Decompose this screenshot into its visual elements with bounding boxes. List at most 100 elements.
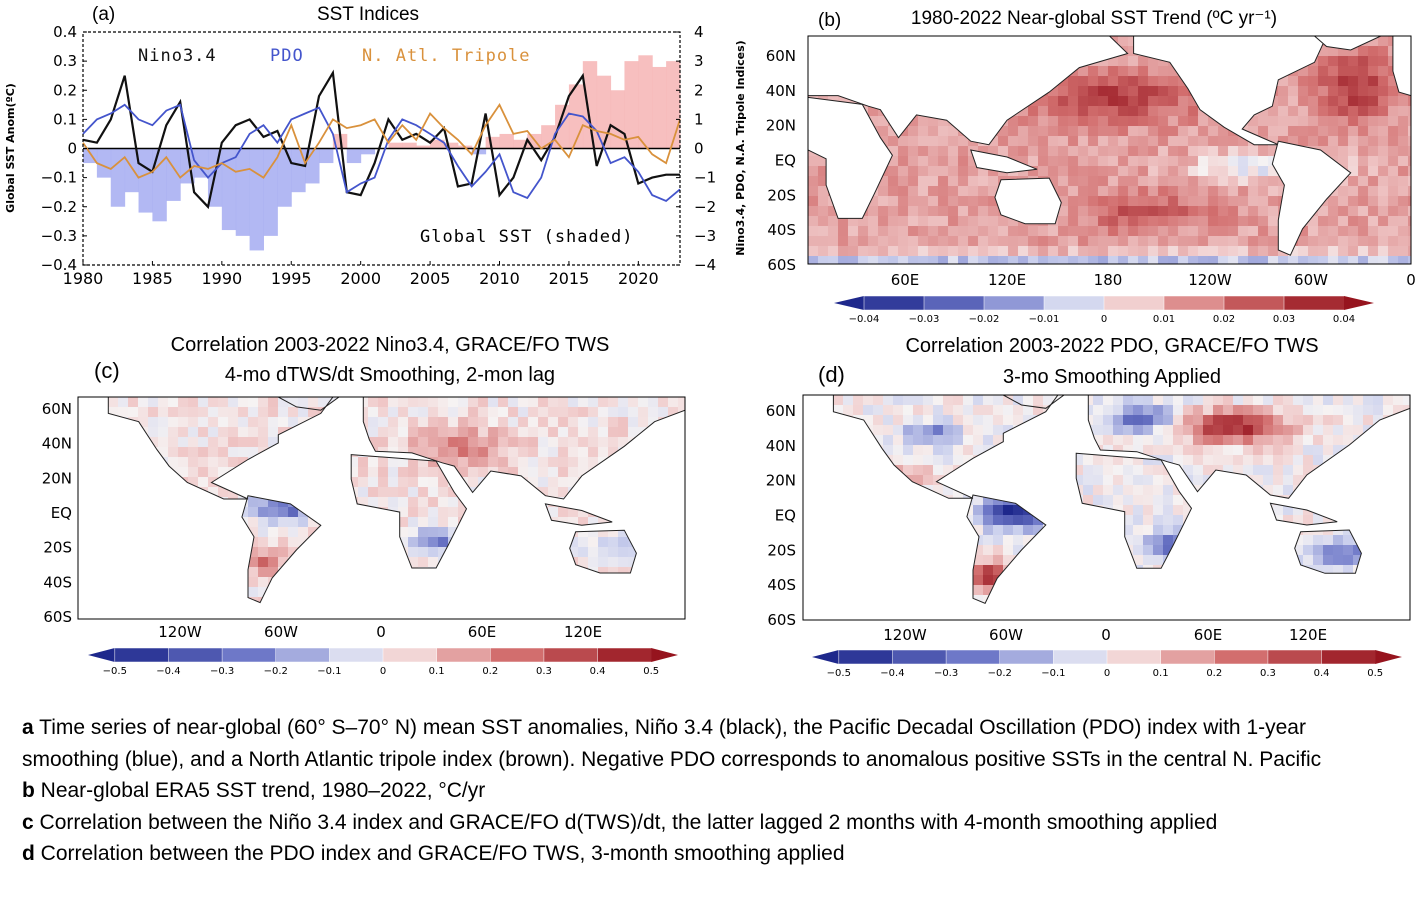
lat-tick: 60N xyxy=(42,400,72,418)
colorbar-d-swatch xyxy=(1106,649,1162,665)
y-tick-left: 0 xyxy=(67,140,77,158)
global-sst-bar xyxy=(110,148,126,207)
colorbar-c-swatch xyxy=(275,647,331,663)
global-sst-bar xyxy=(443,142,459,149)
chart-title-c-line1: Correlation 2003-2022 Nino3.4, GRACE/FO … xyxy=(171,334,610,356)
legend-label: N. Atl. Tripole xyxy=(362,46,531,66)
x-tick: 2015 xyxy=(549,269,590,288)
colorbar-b-swatch xyxy=(983,295,1045,311)
coastline-australia xyxy=(569,529,637,574)
lat-tick: 60N xyxy=(766,47,796,65)
lon-tick: 120W xyxy=(1188,271,1232,289)
coastline-samerica xyxy=(241,495,322,604)
y-tick-right: −1 xyxy=(694,169,716,187)
map-frame xyxy=(802,394,1411,621)
colorbar-tick: 0.02 xyxy=(1213,314,1235,325)
colorbar-d-tri-low xyxy=(812,650,839,664)
y-tick-right: −2 xyxy=(694,198,716,216)
global-sst-bar xyxy=(485,136,501,149)
lon-tick: 0 xyxy=(1406,271,1416,289)
figure-canvas: 0.4 0.3 0.2 0.1 0 −0.1 −0.2 −0.3 −0.4 4 3 2 1 0 −1 −2 −3… xyxy=(4,4,1416,679)
coastline-greenland xyxy=(278,397,340,411)
coastline-eurasia xyxy=(362,397,685,500)
coastline-indonesia xyxy=(544,503,613,526)
coastline-samerica xyxy=(966,494,1047,604)
colorbar-tick: −0.1 xyxy=(1041,668,1065,679)
colorbar-tick: −0.5 xyxy=(827,668,851,679)
x-tick: 1980 xyxy=(63,269,104,288)
global-sst-bar xyxy=(555,104,570,149)
lon-tick: 120E xyxy=(988,271,1026,289)
global-sst-bar xyxy=(96,148,112,178)
y-tick-right: 1 xyxy=(694,110,704,128)
coastline-africa xyxy=(350,454,468,569)
colorbar-tick: −0.3 xyxy=(210,666,234,677)
lat-tick: 20N xyxy=(766,472,796,490)
map-frame xyxy=(807,35,1412,265)
lat-tick: EQ xyxy=(51,504,72,522)
global-sst-bar xyxy=(263,148,278,236)
panel-letter-a: (a) xyxy=(92,4,115,25)
map-frame xyxy=(77,396,686,620)
colorbar-c-tri-low xyxy=(88,648,115,662)
colorbar-b-swatch xyxy=(1163,295,1225,311)
global-sst-bar xyxy=(360,148,376,155)
global-sst-bar xyxy=(652,66,667,149)
colorbar-d-swatch xyxy=(892,649,947,665)
colorbar-d-swatch xyxy=(1321,649,1376,665)
x-tick: 1990 xyxy=(201,269,242,288)
panel-d-map: (d) Correlation 2003-2022 PDO, GRACE/FO T… xyxy=(766,335,1411,679)
colorbar-d-swatch xyxy=(838,649,894,665)
colorbar-b-tri-high xyxy=(1344,296,1374,310)
chart-title-c-line2: 4-mo dTWS/dt Smoothing, 2-mon lag xyxy=(225,364,555,386)
lat-tick: 40N xyxy=(766,437,796,455)
lat-tick: 60S xyxy=(43,608,72,626)
caption-c: c Correlation between the Niño 3.4 index… xyxy=(22,810,1218,834)
colorbar-tick: −0.4 xyxy=(156,666,180,677)
colorbar-d-swatch xyxy=(1214,649,1269,665)
colorbar-tick: 0.01 xyxy=(1153,314,1175,325)
global-sst-bar xyxy=(513,139,528,149)
lon-tick: 120E xyxy=(1289,626,1327,644)
series-line-pdo xyxy=(82,103,681,202)
panel-letter-d: (d) xyxy=(818,362,845,387)
lat-tick: 20N xyxy=(42,469,72,487)
global-sst-bar xyxy=(346,148,362,164)
panel-letter-b: (b) xyxy=(818,10,841,31)
y-tick-right: 2 xyxy=(694,81,704,99)
chart-title-b: 1980-2022 Near-global SST Trend (ºC yr⁻¹… xyxy=(911,8,1277,29)
colorbar-c-swatch xyxy=(329,647,384,663)
global-sst-bar xyxy=(124,148,140,193)
x-tick: 1995 xyxy=(271,269,312,288)
colorbar-tick: 0.04 xyxy=(1333,314,1355,325)
landmass-eurasia xyxy=(808,36,1129,146)
lon-tick: 60E xyxy=(891,271,920,289)
colorbar-c-swatch xyxy=(221,647,277,663)
global-sst-bar xyxy=(610,90,625,149)
lon-tick: 120W xyxy=(158,623,202,641)
lon-tick: 60E xyxy=(1194,626,1223,644)
global-sst-bar xyxy=(388,142,403,149)
colorbar-b-swatch xyxy=(923,295,985,311)
colorbar-tick: −0.02 xyxy=(969,314,1000,325)
x-tick: 2010 xyxy=(479,269,520,288)
global-sst-bar xyxy=(416,145,431,149)
colorbar-tick: −0.4 xyxy=(880,668,904,679)
global-sst-bar xyxy=(624,61,639,149)
colorbar-b-swatch xyxy=(863,295,925,311)
coastline-eurasia xyxy=(1087,395,1410,499)
colorbar-tick: 0.2 xyxy=(1206,668,1222,679)
lat-tick: 60S xyxy=(767,611,796,629)
colorbar-c-swatch xyxy=(490,647,545,663)
x-tick: 2000 xyxy=(340,269,381,288)
colorbar-d-swatch xyxy=(945,649,1001,665)
y-tick-left: −0.2 xyxy=(41,198,77,216)
x-tick: 1985 xyxy=(132,269,173,288)
colorbar-tick: −0.01 xyxy=(1029,314,1060,325)
x-tick: 2020 xyxy=(618,269,659,288)
colorbar-tick: −0.03 xyxy=(909,314,940,325)
colorbar-tick: 0.2 xyxy=(482,666,498,677)
lon-tick: 120W xyxy=(883,626,927,644)
global-sst-bar xyxy=(430,139,445,149)
lat-tick: 40N xyxy=(42,435,72,453)
